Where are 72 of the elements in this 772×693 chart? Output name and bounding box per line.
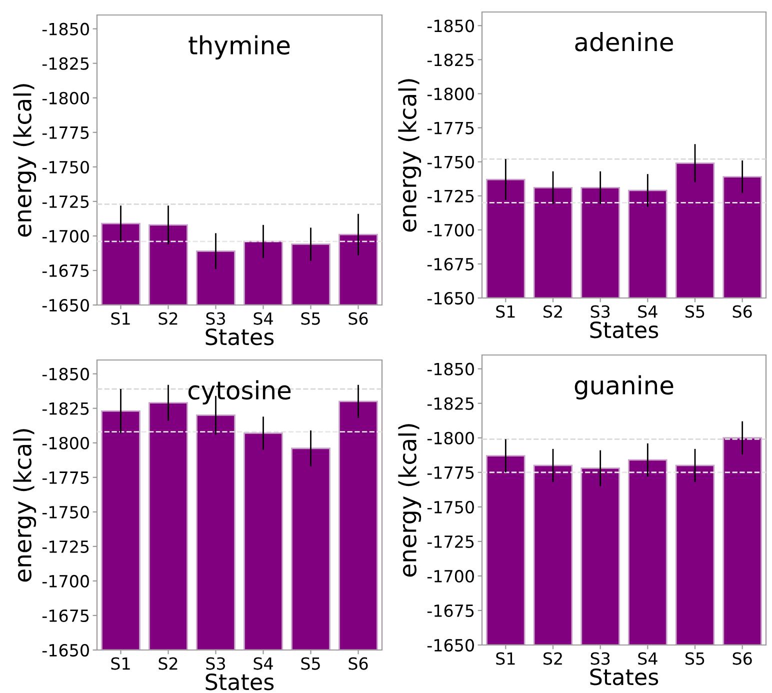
text: guanine xyxy=(574,375,674,400)
y-axis-title: energy (kcal) xyxy=(398,79,422,232)
y-tick-label: -1650 xyxy=(42,298,89,312)
x-tick-label: S6 xyxy=(348,657,368,670)
y-tick-label: -1725 xyxy=(427,535,474,548)
y-axis-title: energy (kcal) xyxy=(13,84,36,237)
y-tick-label: -1725 xyxy=(42,540,89,553)
y-tick-label: -1725 xyxy=(427,190,474,202)
y-tick-label: -1825 xyxy=(427,397,474,410)
y-tick-label: -1700 xyxy=(42,230,89,243)
y-tick-label: -1800 xyxy=(427,432,474,444)
y-tick-label: -1750 xyxy=(42,506,89,518)
y-tick-label: -1850 xyxy=(427,20,474,32)
x-tick-label: S6 xyxy=(732,652,752,665)
x-tick-label: S4 xyxy=(638,652,658,665)
y-tick-label: -1700 xyxy=(42,574,89,588)
text: adenine xyxy=(575,32,673,52)
y-tick-label: -1675 xyxy=(427,604,474,618)
y-tick-label: -1675 xyxy=(427,258,474,271)
y-tick-label: -1825 xyxy=(427,54,474,66)
x-tick-label: S1 xyxy=(111,312,130,325)
y-tick-label: -1750 xyxy=(42,160,89,174)
y-tick-label: -1850 xyxy=(42,22,89,36)
y-tick-label: -1750 xyxy=(427,156,474,168)
y-tick-label: -1800 xyxy=(42,92,89,104)
y-tick-label: -1750 xyxy=(427,500,474,514)
text: cytosine xyxy=(188,380,291,404)
x-tick-label: S1 xyxy=(111,657,130,670)
x-axis-title: States xyxy=(590,321,658,338)
text: thymine xyxy=(188,35,290,60)
y-tick-label: -1650 xyxy=(427,638,474,652)
x-axis-title: States xyxy=(206,673,274,690)
x-tick-label: S6 xyxy=(348,312,368,325)
y-tick-label: -1775 xyxy=(42,472,89,484)
y-tick-label: -1700 xyxy=(427,224,474,236)
x-tick-label: S3 xyxy=(206,657,226,670)
y-tick-label: -1725 xyxy=(42,195,89,208)
y-tick-label: -1700 xyxy=(427,570,474,583)
y-tick-label: -1850 xyxy=(42,368,89,380)
y-tick-label: -1800 xyxy=(42,436,89,450)
x-tick-label: S2 xyxy=(158,312,178,325)
x-tick-label: S3 xyxy=(590,305,610,318)
x-tick-label: S4 xyxy=(638,305,658,318)
x-tick-label: S3 xyxy=(590,652,610,665)
y-tick-label: -1825 xyxy=(42,57,89,70)
x-tick-label: S2 xyxy=(544,652,562,665)
x-tick-label: S1 xyxy=(496,652,515,665)
y-axis-title: energy (kcal) xyxy=(398,424,422,577)
x-tick-label: S5 xyxy=(686,305,704,318)
x-tick-label: S6 xyxy=(732,305,752,318)
y-tick-label: -1650 xyxy=(42,644,89,657)
y-tick-label: -1775 xyxy=(427,122,474,134)
x-tick-label: S4 xyxy=(254,657,273,670)
x-tick-label: S2 xyxy=(158,657,178,670)
x-tick-label: S2 xyxy=(544,305,562,318)
y-tick-label: -1675 xyxy=(42,264,89,278)
x-tick-label: S5 xyxy=(301,312,320,325)
y-tick-label: -1650 xyxy=(427,292,474,305)
y-tick-label: -1825 xyxy=(42,402,89,415)
x-tick-label: S5 xyxy=(686,652,704,665)
x-tick-label: S5 xyxy=(301,657,320,670)
x-axis-title: States xyxy=(206,328,274,346)
y-tick-label: -1775 xyxy=(427,466,474,479)
y-tick-label: -1675 xyxy=(42,609,89,622)
x-tick-label: S4 xyxy=(254,312,273,325)
y-tick-label: -1775 xyxy=(42,126,89,139)
x-axis-title: States xyxy=(590,668,658,686)
y-tick-label: -1800 xyxy=(427,88,474,100)
y-tick-label: -1850 xyxy=(427,362,474,376)
y-axis-title: energy (kcal) xyxy=(13,429,36,582)
x-tick-label: S3 xyxy=(206,312,226,325)
x-tick-label: S1 xyxy=(496,305,515,318)
